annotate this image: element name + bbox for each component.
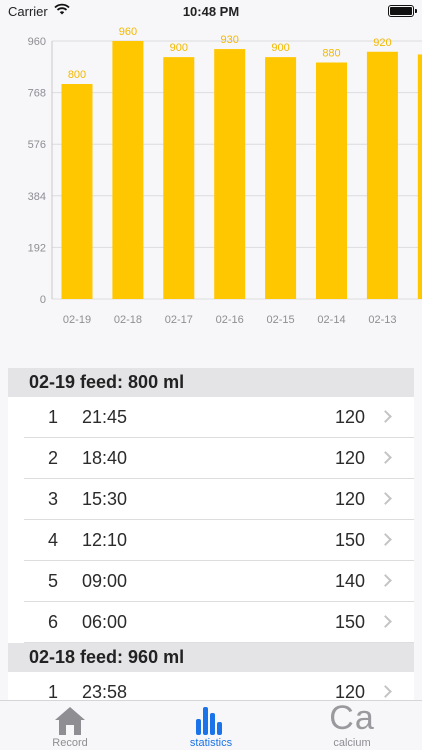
y-tick-label: 384 xyxy=(28,191,46,203)
section-header: 02-18 feed: 960 ml xyxy=(8,643,414,672)
carrier-label: Carrier xyxy=(8,4,48,19)
row-amount: 120 xyxy=(334,407,365,427)
row-time: 18:40 xyxy=(82,448,128,468)
chevron-right-icon xyxy=(379,492,392,505)
row-amount: 120 xyxy=(334,682,365,700)
status-bar: Carrier 10:48 PM xyxy=(0,0,422,22)
x-tick-label: 02-17 xyxy=(165,314,193,326)
y-tick-label: 0 xyxy=(40,294,46,306)
chart-canvas: 0 192 384 576 768 960 800 02-19 960 02-18 900 02-17… xyxy=(28,26,422,326)
y-tick-label: 576 xyxy=(28,139,46,151)
wifi-icon xyxy=(54,3,70,15)
y-tick-label: 768 xyxy=(28,88,46,100)
row-index: 1 xyxy=(48,407,59,427)
chevron-right-icon xyxy=(379,451,392,464)
bar xyxy=(61,84,93,299)
daily-feed-bar-chart[interactable]: 0 192 384 576 768 960 800 02-19 960 02-18 900 02-17… xyxy=(0,22,422,342)
y-tick-label: 192 xyxy=(28,242,46,254)
row-index: 2 xyxy=(48,448,59,468)
y-tick-label: 960 xyxy=(28,36,46,48)
list-item[interactable]: 4 12:10 150 xyxy=(8,520,414,561)
battery-icon xyxy=(388,5,417,17)
row-amount: 120 xyxy=(334,448,365,468)
row-index: 5 xyxy=(48,571,59,591)
tab-statistics[interactable]: statistics xyxy=(141,701,281,750)
list-item[interactable]: 6 06:00 150 xyxy=(8,602,414,643)
row-time: 09:00 xyxy=(82,571,128,591)
bar xyxy=(214,49,246,299)
chevron-right-icon xyxy=(379,615,392,628)
data-label: 800 xyxy=(68,69,86,81)
row-time: 23:58 xyxy=(82,682,128,700)
bar-chart-icon xyxy=(196,707,222,735)
tab-record[interactable]: Record xyxy=(0,701,140,750)
list-item[interactable]: 5 09:00 140 xyxy=(8,561,414,602)
calcium-icon: Ca xyxy=(329,699,375,737)
house-icon xyxy=(55,707,85,735)
row-time: 06:00 xyxy=(82,612,128,632)
data-label: 920 xyxy=(373,37,391,49)
clock-time: 10:48 PM xyxy=(182,4,240,19)
tab-bar: Record statistics Ca calcium xyxy=(0,699,422,750)
bar xyxy=(316,62,347,299)
bar xyxy=(163,57,195,299)
x-tick-label: 02-19 xyxy=(63,314,91,326)
x-tick-label: 02-15 xyxy=(267,314,295,326)
row-index: 4 xyxy=(48,530,59,550)
tab-label: statistics xyxy=(189,737,233,749)
row-amount: 140 xyxy=(334,571,365,591)
x-tick-label: 02-16 xyxy=(216,314,244,326)
bar xyxy=(112,41,144,299)
list-item[interactable]: 1 23:58 120 xyxy=(8,672,414,700)
data-label: 960 xyxy=(119,26,137,38)
x-tick-label: 02-14 xyxy=(317,314,345,326)
row-index: 3 xyxy=(48,489,59,509)
bar xyxy=(366,51,398,299)
row-amount: 150 xyxy=(334,530,365,550)
tab-calcium[interactable]: Ca calcium xyxy=(282,699,422,750)
section: 02-19 feed: 800 ml 1 21:45 120 2 18:40 1… xyxy=(8,368,414,643)
row-time: 12:10 xyxy=(82,530,128,550)
row-amount: 150 xyxy=(334,612,365,632)
list-item[interactable]: 2 18:40 120 xyxy=(8,438,414,479)
data-label: 900 xyxy=(170,42,188,54)
row-index: 6 xyxy=(48,612,59,632)
chevron-right-icon xyxy=(379,574,392,587)
bar xyxy=(265,57,297,299)
chevron-right-icon xyxy=(379,410,392,423)
row-amount: 120 xyxy=(334,489,365,509)
section-header: 02-19 feed: 800 ml xyxy=(8,368,414,397)
data-label: 930 xyxy=(221,34,239,46)
row-index: 1 xyxy=(48,682,59,700)
x-tick-label: 02-13 xyxy=(368,314,396,326)
chevron-right-icon xyxy=(379,685,392,698)
list-item[interactable]: 3 15:30 120 xyxy=(8,479,414,520)
row-time: 21:45 xyxy=(82,407,128,427)
data-label: 880 xyxy=(322,48,340,60)
chevron-right-icon xyxy=(379,533,392,546)
tab-label: calcium xyxy=(333,737,371,749)
tab-label: Record xyxy=(52,737,88,749)
list-item[interactable]: 1 21:45 120 xyxy=(8,397,414,438)
section: 02-18 feed: 960 ml 1 23:58 120 xyxy=(8,643,414,700)
feed-record-list[interactable]: 02-19 feed: 800 ml 1 21:45 120 2 18:40 1… xyxy=(8,368,414,700)
data-label: 900 xyxy=(271,42,289,54)
bar xyxy=(417,54,422,299)
x-tick-label: 02-18 xyxy=(114,314,142,326)
row-time: 15:30 xyxy=(82,489,128,509)
